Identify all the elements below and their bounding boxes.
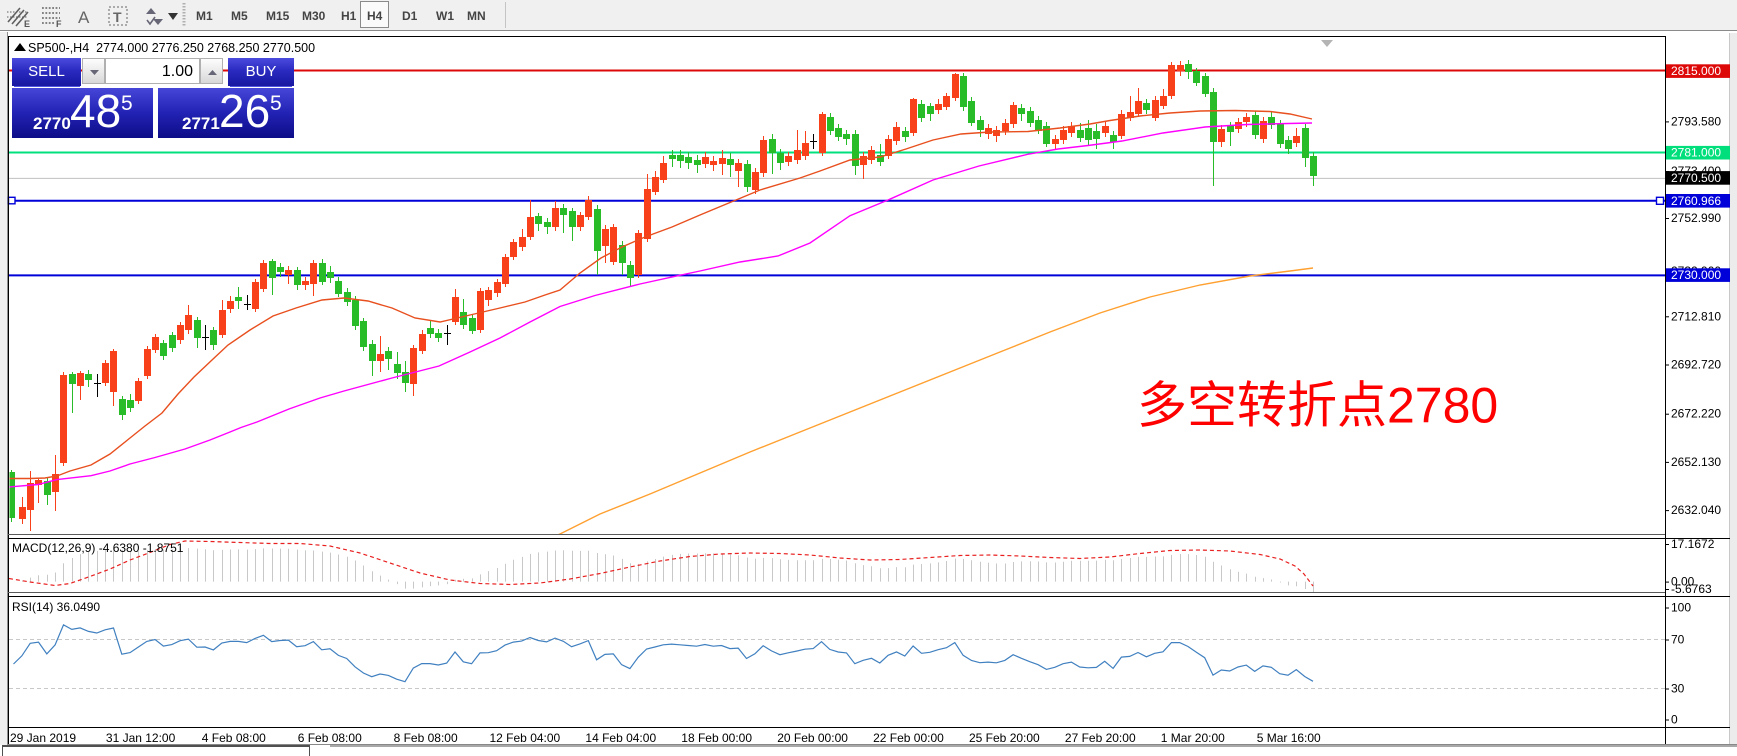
- svg-text:E: E: [24, 19, 30, 29]
- svg-text:A: A: [78, 8, 90, 27]
- svg-text:20 Feb 00:00: 20 Feb 00:00: [777, 731, 848, 745]
- svg-text:MACD(12,26,9) -4.6380 -1.8751: MACD(12,26,9) -4.6380 -1.8751: [12, 541, 184, 555]
- svg-text:17.1672: 17.1672: [1671, 537, 1715, 551]
- svg-text:2770.500: 2770.500: [1671, 171, 1721, 185]
- svg-text:14 Feb 04:00: 14 Feb 04:00: [585, 731, 656, 745]
- svg-text:31 Jan 12:00: 31 Jan 12:00: [106, 731, 176, 745]
- svg-text:2815.000: 2815.000: [1671, 64, 1721, 78]
- svg-text:8 Feb 08:00: 8 Feb 08:00: [394, 731, 458, 745]
- svg-text:2692.720: 2692.720: [1671, 358, 1721, 372]
- svg-text:-5.6763: -5.6763: [1671, 582, 1712, 596]
- svg-text:12 Feb 04:00: 12 Feb 04:00: [490, 731, 561, 745]
- svg-text:29 Jan 2019: 29 Jan 2019: [10, 731, 76, 745]
- svg-text:100: 100: [1671, 601, 1691, 615]
- svg-text:2672.220: 2672.220: [1671, 407, 1721, 421]
- svg-text:2712.810: 2712.810: [1671, 309, 1721, 323]
- svg-text:0: 0: [1671, 713, 1678, 727]
- svg-text:4 Feb 08:00: 4 Feb 08:00: [202, 731, 266, 745]
- svg-text:6 Feb 08:00: 6 Feb 08:00: [298, 731, 362, 745]
- svg-text:2752.990: 2752.990: [1671, 211, 1721, 225]
- svg-text:30: 30: [1671, 682, 1685, 696]
- svg-text:18 Feb 00:00: 18 Feb 00:00: [681, 731, 752, 745]
- svg-text:2730.000: 2730.000: [1671, 268, 1721, 282]
- svg-text:2781.000: 2781.000: [1671, 146, 1721, 160]
- svg-text:T: T: [113, 9, 122, 25]
- svg-text:2760.966: 2760.966: [1671, 194, 1721, 208]
- svg-text:27 Feb 20:00: 27 Feb 20:00: [1065, 731, 1136, 745]
- svg-text:70: 70: [1671, 633, 1685, 647]
- svg-text:SP500-,H4 2774.000 2776.250 2: SP500-,H4 2774.000 2776.250 2768.250 277…: [28, 41, 315, 55]
- svg-text:2652.130: 2652.130: [1671, 455, 1721, 469]
- svg-text:5 Mar 16:00: 5 Mar 16:00: [1257, 731, 1321, 745]
- svg-text:1 Mar 20:00: 1 Mar 20:00: [1161, 731, 1225, 745]
- svg-text:25 Feb 20:00: 25 Feb 20:00: [969, 731, 1040, 745]
- svg-text:2632.040: 2632.040: [1671, 503, 1721, 517]
- svg-text:0.00: 0.00: [1671, 575, 1695, 589]
- svg-text:RSI(14) 36.0490: RSI(14) 36.0490: [12, 600, 100, 614]
- svg-text:F: F: [56, 19, 62, 29]
- svg-text:多空转折点2780: 多空转折点2780: [1137, 378, 1498, 434]
- svg-text:22 Feb 00:00: 22 Feb 00:00: [873, 731, 944, 745]
- svg-text:2793.580: 2793.580: [1671, 114, 1721, 128]
